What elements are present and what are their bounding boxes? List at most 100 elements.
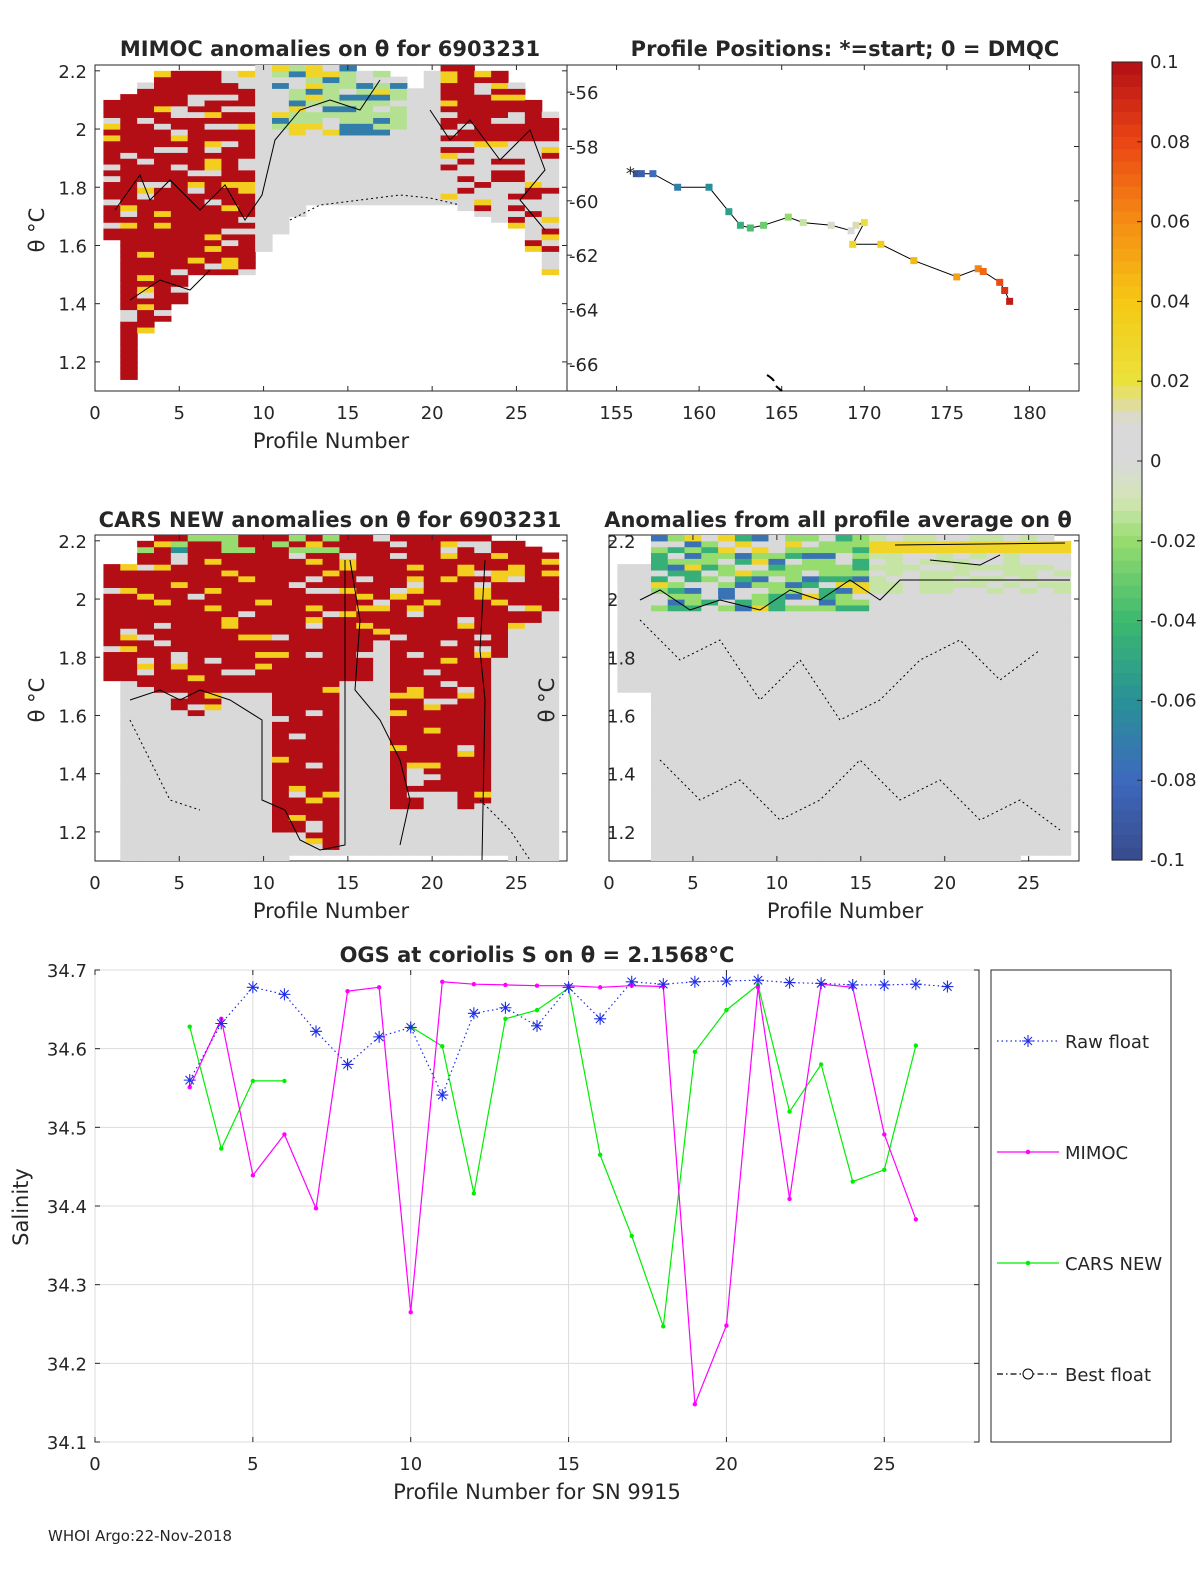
- heatmap-cell: [255, 750, 273, 757]
- heatmap-cell: [322, 134, 341, 142]
- heatmap-cell: [187, 779, 206, 786]
- heatmap-cell: [701, 558, 719, 565]
- heatmap-cell: [802, 814, 820, 821]
- heatmap-cell: [835, 639, 853, 647]
- mimoc-anomaly-panel: 0 5 10 15 20 251.21.41.61.822.2 MIMOC anomali…: [25, 37, 568, 453]
- heatmap-cell: [238, 820, 256, 827]
- heatmap-cell: [390, 123, 408, 130]
- heatmap-cell: [734, 785, 753, 792]
- heatmap-cell: [751, 820, 770, 827]
- raw-float-point: [467, 1007, 480, 1020]
- heatmap-cell: [154, 280, 172, 287]
- heatmap-cell: [272, 535, 290, 542]
- heatmap-cell: [650, 663, 669, 670]
- heatmap-cell: [187, 152, 206, 159]
- heatmap-cell: [339, 581, 357, 588]
- heatmap-cell: [154, 837, 172, 845]
- heatmap-cell: [1053, 686, 1072, 693]
- heatmap-cell: [120, 767, 138, 775]
- heatmap-cell: [288, 785, 307, 792]
- heatmap-cell: [541, 233, 560, 241]
- heatmap-cell: [1053, 826, 1072, 833]
- heatmap-cell: [491, 709, 509, 717]
- heatmap-cell: [339, 802, 357, 810]
- heatmap-cell: [718, 849, 736, 856]
- heatmap-cell: [734, 744, 753, 751]
- heatmap-cell: [919, 546, 937, 554]
- heatmap-cell: [170, 831, 189, 839]
- heatmap-cell: [1053, 767, 1072, 775]
- x-tick-label: 25: [505, 403, 528, 424]
- heatmap-cell: [238, 744, 256, 751]
- heatmap-cell: [272, 715, 290, 722]
- heatmap-cell: [684, 593, 702, 600]
- positions-axes-box: [566, 64, 1080, 392]
- heatmap-cell: [154, 756, 172, 763]
- heatmap-cell: [902, 814, 921, 821]
- heatmap-cell: [541, 831, 560, 839]
- heatmap-cell: [221, 268, 239, 276]
- heatmap-cell: [818, 564, 837, 571]
- heatmap-cell: [238, 193, 256, 200]
- heatmap-cell: [457, 587, 475, 594]
- heatmap-cell: [835, 773, 853, 781]
- heatmap-cell: [524, 750, 543, 757]
- heatmap-cell: [919, 616, 937, 623]
- heatmap-cell: [154, 732, 172, 740]
- heatmap-cell: [406, 569, 425, 577]
- heatmap-cell: [885, 540, 904, 548]
- heatmap-cell: [491, 193, 509, 200]
- heatmap-cell: [170, 117, 189, 124]
- heatmap-cell: [406, 831, 425, 839]
- heatmap-cell: [238, 123, 256, 130]
- heatmap-cell: [818, 703, 837, 711]
- heatmap-cell: [373, 808, 391, 816]
- heatmap-cell: [684, 616, 702, 623]
- heatmap-cell: [187, 604, 206, 612]
- heatmap-cell: [137, 628, 155, 635]
- heatmap-cell: [768, 698, 786, 705]
- heatmap-cell: [1003, 674, 1021, 682]
- heatmap-cell: [406, 639, 425, 647]
- heatmap-cell: [339, 169, 357, 177]
- heatmap-cell: [288, 169, 307, 177]
- heatmap-cell: [751, 663, 770, 670]
- heatmap-cell: [406, 610, 425, 618]
- heatmap-cell: [634, 599, 652, 606]
- heatmap-cell: [835, 657, 853, 664]
- heatmap-cell: [406, 744, 425, 751]
- heatmap-cell: [768, 738, 786, 746]
- heatmap-cell: [120, 193, 138, 200]
- heatmap-cell: [701, 593, 719, 600]
- heatmap-cell: [272, 849, 290, 856]
- heatmap-cell: [170, 193, 189, 200]
- heatmap-cell: [137, 837, 155, 845]
- heatmap-cell: [1037, 587, 1055, 594]
- heatmap-cell: [835, 756, 853, 763]
- heatmap-cell: [154, 826, 172, 833]
- heatmap-cell: [238, 779, 256, 786]
- heatmap-cell: [869, 535, 887, 542]
- heatmap-cell: [869, 651, 887, 658]
- heatmap-cell: [768, 756, 786, 763]
- heatmap-cell: [288, 657, 307, 664]
- heatmap-cell: [339, 111, 357, 118]
- heatmap-cell: [423, 546, 442, 554]
- heatmap-cell: [701, 843, 719, 850]
- heatmap-cell: [305, 628, 324, 635]
- heatmap-cell: [885, 855, 904, 861]
- heatmap-cell: [969, 767, 988, 775]
- heatmap-cell: [322, 738, 341, 746]
- heatmap-cell: [103, 657, 121, 664]
- heatmap-cell: [491, 779, 509, 786]
- heatmap-cell: [457, 169, 475, 177]
- heatmap-cell: [541, 773, 560, 781]
- heatmap-cell: [541, 820, 560, 827]
- colorbar-cell: [1112, 224, 1142, 238]
- heatmap-cell: [440, 785, 459, 792]
- heatmap-cell: [869, 663, 887, 670]
- heatmap-cell: [440, 721, 459, 728]
- heatmap-cell: [221, 622, 239, 629]
- heatmap-cell: [406, 140, 425, 148]
- heatmap-cell: [187, 134, 206, 142]
